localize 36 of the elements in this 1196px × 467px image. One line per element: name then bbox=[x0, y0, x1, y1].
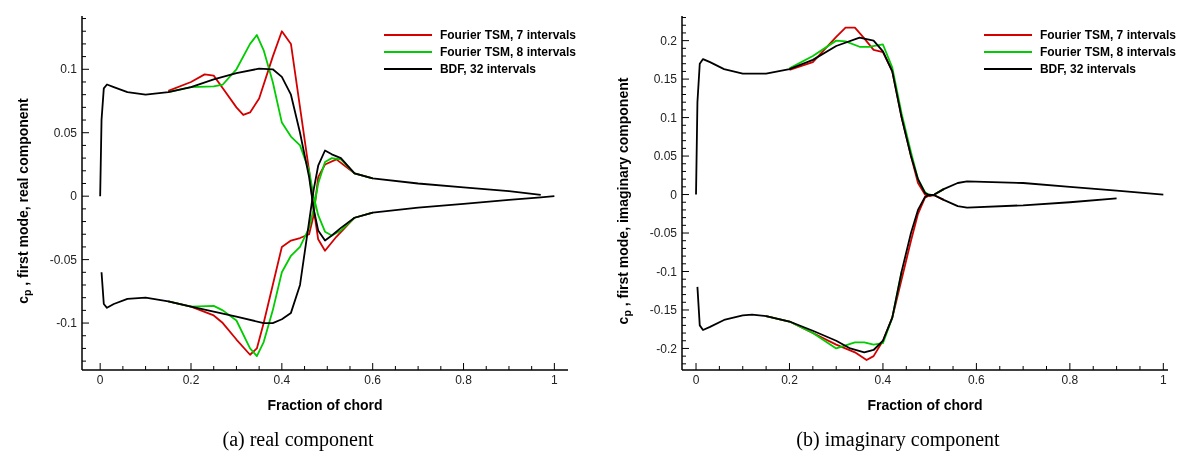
y-tick-label: -0.2 bbox=[656, 341, 678, 356]
legend-label: BDF, 32 intervals bbox=[1039, 61, 1136, 76]
y-tick-label: 0.1 bbox=[60, 62, 78, 77]
x-tick-label: 0 bbox=[692, 373, 700, 387]
legend-label: Fourier TSM, 7 intervals bbox=[439, 27, 576, 42]
legend-label: Fourier TSM, 7 intervals bbox=[1039, 27, 1176, 42]
legend-label: Fourier TSM, 8 intervals bbox=[439, 44, 576, 59]
y-tick-label: 0.05 bbox=[53, 125, 78, 140]
y-tick-label: 0 bbox=[70, 189, 78, 204]
x-tick-label: 0.6 bbox=[968, 373, 986, 387]
x-tick-label: 0.4 bbox=[874, 373, 892, 387]
y-tick-label: 0.2 bbox=[660, 33, 678, 48]
text: (b) imaginary component bbox=[795, 428, 1001, 451]
x-tick-label: 0.8 bbox=[455, 373, 473, 387]
y-tick-label: -0.1 bbox=[56, 316, 78, 331]
y-tick-label: 0.05 bbox=[653, 149, 678, 164]
y-tick-label: -0.1 bbox=[656, 264, 678, 279]
x-tick-label: 0.2 bbox=[182, 373, 200, 387]
x-axis-title: Fraction of chord bbox=[267, 397, 383, 413]
x-tick-label: 0.4 bbox=[273, 373, 291, 387]
x-tick-label: 0.2 bbox=[781, 373, 799, 387]
x-tick-label: 1 bbox=[551, 373, 559, 387]
y-tick-label: -0.05 bbox=[49, 252, 78, 267]
text: (a) real component bbox=[221, 428, 375, 451]
x-tick-label: 1 bbox=[1159, 373, 1167, 387]
x-tick-label: 0 bbox=[96, 373, 104, 387]
y-tick-label: -0.05 bbox=[649, 226, 678, 241]
x-tick-label: 0.6 bbox=[364, 373, 382, 387]
y-tick-label: 0.1 bbox=[660, 110, 678, 125]
legend-label: Fourier TSM, 8 intervals bbox=[1039, 44, 1176, 59]
y-tick-label: 0 bbox=[670, 187, 678, 202]
legend-label: BDF, 32 intervals bbox=[439, 61, 536, 76]
y-tick-label: 0.15 bbox=[653, 72, 678, 87]
x-tick-label: 0.8 bbox=[1061, 373, 1079, 387]
y-tick-label: -0.15 bbox=[649, 303, 678, 318]
x-axis-title: Fraction of chord bbox=[867, 397, 983, 413]
